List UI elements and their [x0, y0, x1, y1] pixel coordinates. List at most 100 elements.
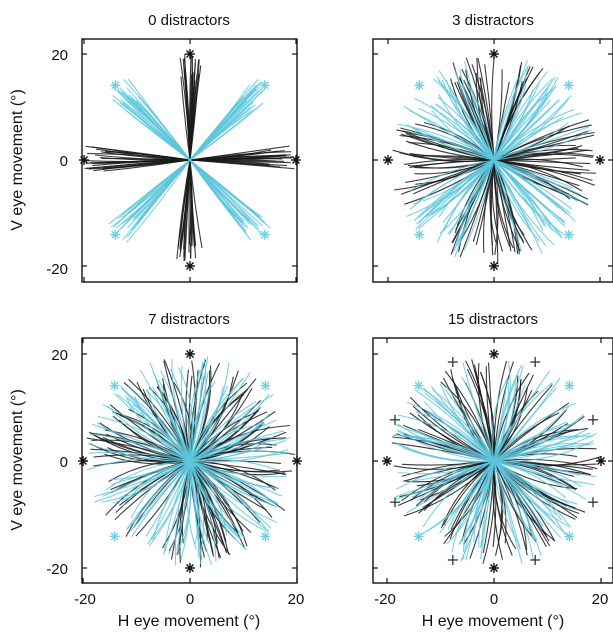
- x-tick-label: 0: [490, 591, 498, 608]
- eye-trace: [189, 386, 224, 462]
- panel-title: 7 distractors: [148, 311, 230, 328]
- eye-trace: [466, 82, 495, 161]
- target-marker-diagonal-stroke: [261, 381, 270, 390]
- eye-trace: [189, 385, 229, 462]
- eye-trace: [493, 159, 563, 239]
- target-marker-diagonal-stroke: [110, 381, 119, 390]
- eye-trace: [493, 159, 578, 202]
- eye-trace: [493, 460, 576, 492]
- eye-trace: [409, 460, 495, 482]
- distractor-marker: [530, 554, 541, 565]
- eye-trace: [461, 376, 495, 462]
- eye-trace: [416, 159, 495, 225]
- eye-trace: [189, 460, 270, 489]
- eye-trace: [464, 61, 495, 161]
- target-marker-cardinal-stroke: [186, 262, 194, 270]
- target-marker-diagonal: [563, 80, 574, 91]
- target-marker-diagonal: [414, 80, 425, 91]
- eye-trace: [493, 159, 540, 242]
- eye-trace: [493, 380, 509, 462]
- eye-trace: [430, 104, 495, 161]
- eye-trace: [122, 102, 191, 161]
- eye-trace: [412, 127, 495, 161]
- target-marker-diagonal: [414, 229, 425, 240]
- eye-trace: [189, 159, 264, 227]
- eye-trace: [184, 70, 191, 161]
- eye-trace: [92, 159, 191, 167]
- target-marker-cardinal: [489, 261, 499, 271]
- eye-trace: [189, 406, 254, 462]
- eye-trace: [121, 159, 191, 219]
- y-axis-label: V eye movement (°): [9, 389, 26, 531]
- eye-trace: [134, 396, 191, 462]
- eye-trace: [493, 159, 511, 247]
- target-marker-diagonal-stroke: [565, 532, 574, 541]
- eye-trace: [189, 382, 212, 462]
- y-tick-label: -20: [46, 261, 68, 278]
- target-marker-diagonal-stroke: [414, 532, 423, 541]
- eye-trace: [493, 460, 556, 524]
- target-marker-cardinal: [185, 49, 195, 59]
- eye-trace: [397, 414, 495, 462]
- eye-trace: [493, 99, 569, 161]
- eye-trace: [493, 432, 598, 462]
- target-marker-cardinal: [489, 349, 499, 359]
- eye-trace: [463, 159, 495, 251]
- panel-7-distractors: 7 distractors 20 0 -20 -20 0 20 H eye mo…: [9, 311, 304, 630]
- eye-trace: [189, 106, 259, 161]
- eye-trace: [416, 430, 495, 462]
- y-tick-label: -20: [46, 561, 68, 578]
- target-marker-diagonal-stroke: [564, 230, 573, 239]
- eye-trace: [189, 437, 290, 462]
- panel-15-distractors: 15 distractors -20 0 20 H eye movement (…: [372, 311, 613, 630]
- eye-trace: [493, 95, 572, 161]
- y-tick-label: 0: [60, 454, 68, 471]
- eye-trace: [89, 433, 191, 462]
- distractor-marker: [530, 357, 541, 368]
- eye-trace: [493, 159, 555, 246]
- target-marker-diagonal: [110, 229, 121, 240]
- target-marker-cardinal: [595, 155, 605, 165]
- eye-trace: [439, 159, 495, 234]
- distractor-marker: [587, 497, 598, 508]
- eye-trace: [189, 96, 245, 161]
- eye-trace: [493, 460, 597, 478]
- eye-trace: [186, 460, 197, 551]
- eye-trace: [441, 79, 495, 161]
- eye-trace: [149, 362, 191, 462]
- eye-trace: [420, 387, 495, 462]
- eye-trace: [126, 460, 191, 530]
- target-marker-diagonal: [259, 80, 270, 91]
- target-marker-cardinal-stroke: [186, 50, 194, 58]
- target-marker-cardinal-stroke: [597, 457, 605, 465]
- distractor-marker: [447, 357, 458, 368]
- target-marker-cardinal: [185, 349, 195, 359]
- eye-trace: [493, 145, 583, 161]
- eye-trace: [188, 159, 191, 253]
- target-marker-cardinal-stroke: [596, 156, 604, 164]
- eye-trace: [493, 402, 570, 462]
- eye-trace: [110, 460, 191, 480]
- target-marker-diagonal: [563, 229, 574, 240]
- x-tick-label: 0: [186, 591, 194, 608]
- eye-trace: [189, 159, 270, 167]
- eye-trace: [88, 451, 191, 462]
- eye-trace: [189, 436, 274, 462]
- eye-trace: [180, 366, 191, 462]
- target-marker-diagonal: [413, 531, 424, 542]
- eye-trace: [493, 460, 534, 560]
- eye-trace: [422, 159, 495, 219]
- eye-trace: [403, 460, 495, 517]
- eye-trace: [493, 159, 562, 236]
- eye-trace: [111, 159, 191, 228]
- eye-trace: [176, 159, 191, 260]
- target-marker-cardinal: [489, 563, 499, 573]
- eye-trace: [140, 369, 191, 462]
- target-marker-diagonal: [564, 531, 575, 542]
- eye-trace: [395, 460, 495, 500]
- eye-trace: [86, 457, 191, 471]
- target-marker-diagonal-stroke: [110, 532, 119, 541]
- eye-trace: [189, 460, 283, 497]
- eye-trace: [491, 377, 508, 462]
- eye-trace: [124, 396, 191, 462]
